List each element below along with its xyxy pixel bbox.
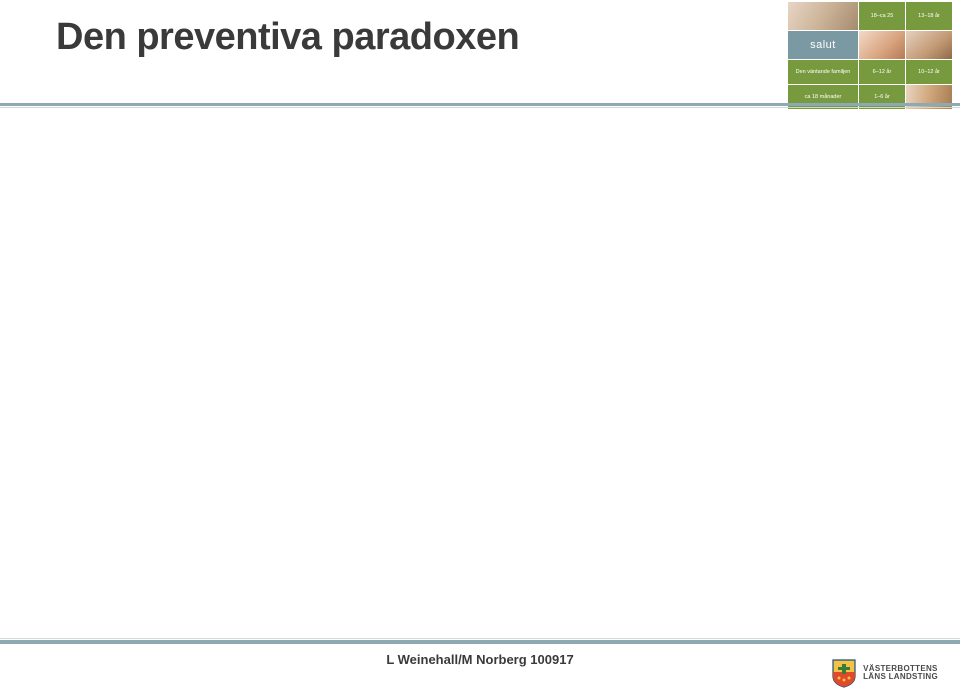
vasterbottens-logo-text: VÄSTERBOTTENS LÄNS LANDSTING (863, 665, 938, 682)
tile-age-range: 6–12 år (859, 60, 905, 84)
tile-photo (859, 31, 905, 59)
tile-grid: 18–ca 25 13–18 år salut Den väntande fam… (788, 2, 952, 109)
tile-photo (906, 31, 952, 59)
tile-age-range: 18–ca 25 (859, 2, 905, 30)
salut-logo-tile: salut (788, 31, 858, 59)
vasterbottens-logo: VÄSTERBOTTENS LÄNS LANDSTING (831, 658, 938, 688)
footer-text: L Weinehall/M Norberg 100917 (0, 652, 960, 667)
tile-age-range: 10–12 år (906, 60, 952, 84)
tile-age-range: 13–18 år (906, 2, 952, 30)
footer-divider (0, 640, 960, 644)
tile-photo (788, 2, 858, 30)
header: Den preventiva paradoxen 18–ca 25 13–18 … (0, 0, 960, 106)
logo-line2: LÄNS LANDSTING (863, 673, 938, 681)
tile-label: Den väntande familjen (788, 60, 858, 84)
shield-icon (831, 658, 857, 688)
header-divider (0, 103, 960, 106)
